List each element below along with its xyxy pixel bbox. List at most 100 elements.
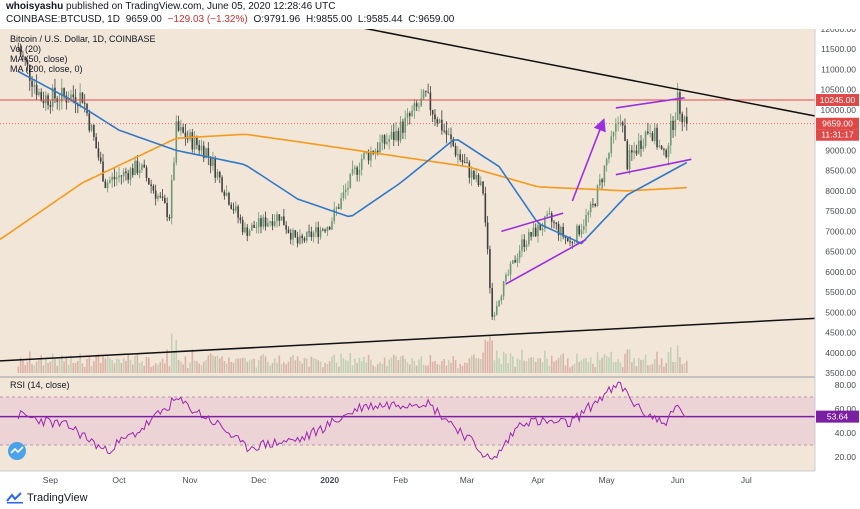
volume-bar — [134, 355, 136, 373]
candle-body — [260, 218, 262, 227]
candle-body — [635, 150, 638, 154]
candle-body — [447, 134, 450, 136]
volume-bar — [457, 368, 459, 373]
candle-body — [331, 221, 333, 230]
rsi-axis[interactable]: 80.00 60.00 40.00 20.00 — [835, 380, 857, 462]
volume-bar — [251, 359, 253, 373]
volume-bar — [631, 362, 633, 373]
author-name[interactable]: whoisyashu — [6, 1, 64, 12]
candle-body — [518, 250, 521, 259]
volume-bar — [450, 362, 452, 373]
candle-body — [118, 175, 120, 178]
volume-bar — [104, 358, 107, 373]
candle-body — [427, 91, 429, 93]
candle-body — [303, 238, 306, 241]
volume-bar — [351, 365, 354, 373]
candle-body — [676, 92, 679, 120]
candle-body — [525, 244, 528, 248]
volume-bar — [131, 364, 134, 373]
volume-bar — [326, 363, 329, 373]
candle-body — [349, 173, 352, 188]
volume-bar — [422, 364, 425, 373]
candle-body — [214, 158, 216, 178]
volume-bar — [569, 367, 571, 373]
candle-body — [512, 260, 514, 264]
candle-body — [509, 263, 512, 275]
candle-body — [528, 232, 530, 245]
chart-area[interactable]: 12000.00 11500.00 11000.00 10500.00 10000.00… — [0, 0, 860, 493]
time-axis[interactable]: Sep Oct Nov Dec 2020 Feb Mar Apr May Jun Jul — [43, 475, 752, 485]
candle-body — [239, 217, 242, 221]
volume-bar — [264, 356, 267, 373]
volume-bar — [553, 361, 555, 373]
volume-bar — [669, 347, 672, 373]
tradingview-brand[interactable]: TradingView — [27, 492, 88, 504]
price-tick-label: 4500.00 — [825, 328, 856, 338]
volume-bar — [392, 354, 395, 373]
lower-trendline — [0, 317, 816, 362]
volume-bar — [97, 354, 100, 373]
volume-bar — [93, 361, 95, 373]
volume-bar — [454, 360, 457, 373]
price-tick-label: 6500.00 — [825, 247, 856, 257]
candle-body — [131, 168, 134, 176]
candle-body — [145, 167, 148, 179]
volume-bar — [379, 361, 381, 373]
candle-body — [443, 130, 445, 132]
volume-bar — [663, 366, 665, 373]
volume-bar — [578, 361, 581, 373]
candle-body — [340, 197, 342, 209]
volume-bar — [354, 358, 356, 373]
candle-body — [463, 162, 466, 163]
chart-svg[interactable]: 12000.00 11500.00 11000.00 10500.00 10000.00… — [0, 0, 860, 488]
volume-bar — [608, 357, 610, 373]
candle-body — [470, 170, 473, 178]
candle-body — [51, 87, 54, 107]
candle-body — [633, 150, 635, 153]
volume-bar — [498, 358, 500, 373]
rsi-tag-bg — [816, 410, 859, 423]
volume-bar — [305, 358, 308, 373]
volume-bar — [166, 349, 168, 373]
tradingview-logo-icon[interactable] — [6, 492, 24, 504]
volume-bar — [111, 360, 113, 373]
volume-bar — [164, 363, 166, 373]
volume-bar — [234, 358, 237, 373]
candle-body — [196, 136, 198, 145]
candle-body — [202, 145, 205, 158]
volume-bar — [685, 360, 688, 373]
candle-body — [351, 168, 354, 174]
high-value: H:9855.00 — [305, 14, 353, 25]
volume-bar — [335, 362, 338, 373]
candle-body — [685, 116, 688, 124]
candle-body — [109, 180, 111, 183]
candle-body — [152, 185, 155, 191]
candle-body — [42, 100, 45, 104]
volume-bar — [420, 356, 423, 373]
volume-bar — [386, 366, 388, 373]
volume-bar — [95, 354, 97, 373]
volume-bar — [408, 364, 411, 373]
volume-bar — [26, 361, 29, 373]
volume-bar — [605, 355, 608, 373]
candle-body — [658, 145, 661, 148]
volume-bar — [580, 360, 583, 373]
candle-body — [276, 214, 278, 222]
volume-bar — [418, 359, 420, 373]
price-tick-label: 5000.00 — [825, 307, 856, 317]
candle-body — [40, 91, 43, 101]
volume-bar — [262, 353, 265, 373]
volume-bar — [653, 359, 656, 373]
volume-bar — [525, 361, 528, 373]
chart-logo-icon[interactable] — [8, 442, 26, 460]
candle-body — [617, 122, 619, 124]
candle-body — [516, 258, 519, 263]
rsi-tag-text: 53.64 — [827, 412, 849, 422]
volume-bar — [541, 362, 544, 373]
projection-arrow — [571, 118, 606, 202]
volume-bar — [138, 362, 141, 373]
volume-bar — [681, 364, 684, 373]
candle-body — [264, 217, 267, 227]
candle-body — [477, 174, 480, 186]
volume-bar — [143, 365, 146, 373]
